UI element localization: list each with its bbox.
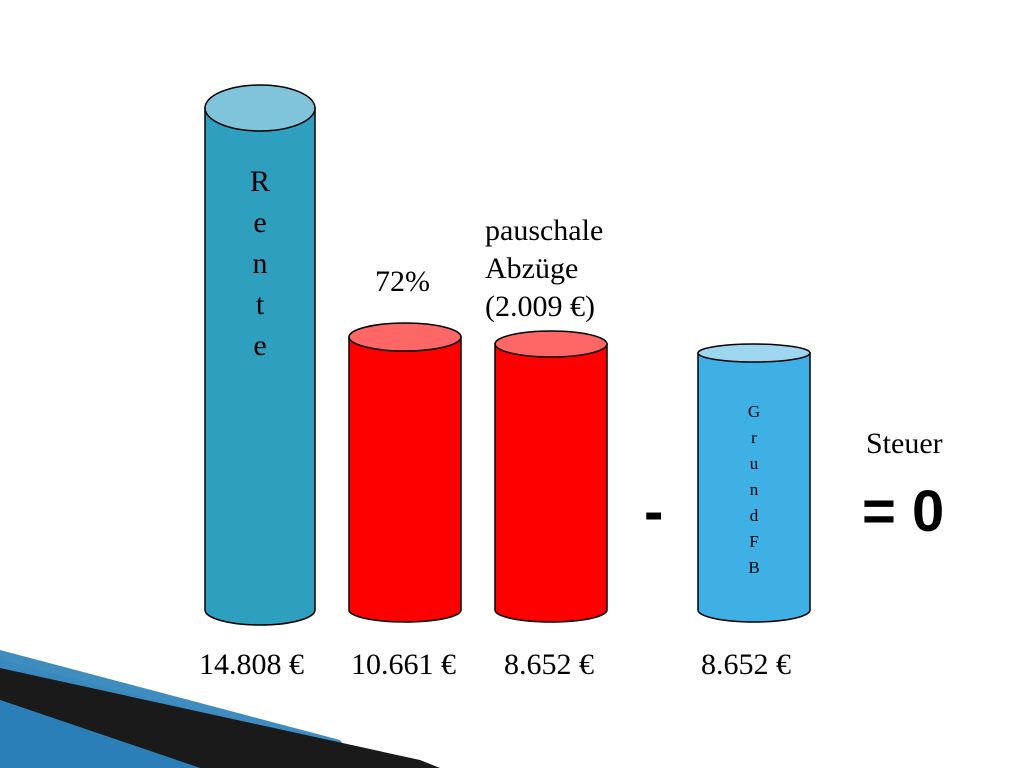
minus-sign: - [644,479,664,544]
grundfb-label: G r u n d F B [740,403,768,576]
pauschale-line: Abzüge [485,252,579,285]
steuer-result: = 0 [862,479,945,544]
red-cylinder-72-percent [348,322,462,623]
corner-blue-wedge [0,700,200,768]
grundfb-cylinder [697,343,811,623]
rente-cylinder [204,84,316,626]
value-72-percent: 10.661 € [351,648,456,681]
grundfb-letter: u [749,454,759,473]
corner-dark-stripe [0,668,440,768]
value-grundfb: 8.652 € [701,648,791,681]
pauschale-label: pauschale Abzüge (2.009 €) [485,212,603,326]
rente-letter: e [253,329,267,362]
corner-decoration [0,650,440,768]
rente-letter: n [252,247,268,280]
steuer-label: Steuer [866,427,943,460]
rente-letter: e [253,206,267,239]
value-pauschale: 8.652 € [504,648,594,681]
rente-letter: R [249,165,270,198]
grundfb-letter: G [747,402,761,421]
percent-label: 72% [375,265,430,298]
grundfb-letter: n [749,480,759,499]
grundfb-letter: B [748,558,760,577]
grundfb-letter: d [749,506,759,525]
grundfb-letter: F [749,532,759,551]
rente-label: R e n t e [245,167,275,361]
rente-letter: t [255,288,265,321]
grundfb-letter: r [751,428,757,447]
pauschale-line: (2.009 €) [485,290,595,323]
value-rente: 14.808 € [199,648,304,681]
red-cylinder-pauschale [494,330,608,623]
pauschale-line: pauschale [485,214,604,247]
